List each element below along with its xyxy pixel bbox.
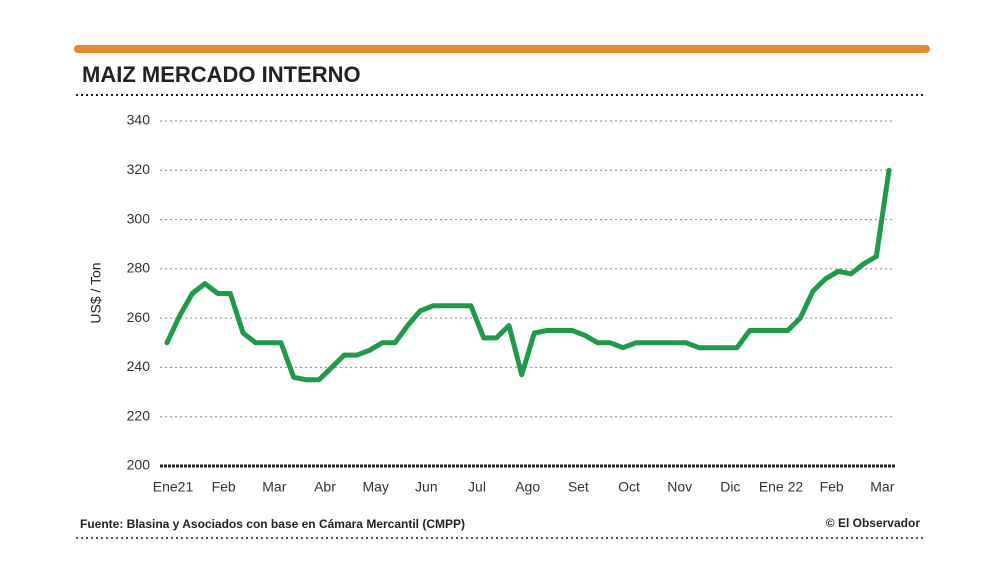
x-tick-label: Ene21 — [153, 479, 194, 495]
x-tick-label: Abr — [314, 479, 336, 495]
y-axis-label: US$ / Ton — [88, 262, 104, 323]
x-tick-label: Jun — [415, 479, 438, 495]
x-tick-label: Set — [568, 479, 589, 495]
x-tick-label: Ene 22 — [759, 479, 804, 495]
x-tick-label: Oct — [618, 479, 640, 495]
accent-bar — [74, 45, 930, 53]
y-tick-label: 240 — [127, 358, 151, 374]
y-tick-label: 340 — [127, 112, 151, 128]
y-tick-label: 280 — [127, 260, 151, 276]
x-tick-label: May — [362, 479, 388, 495]
credit: © El Observador — [826, 516, 921, 530]
source: Fuente: Blasina y Asociados con base en … — [80, 517, 465, 531]
x-tick-label: Dic — [720, 479, 740, 495]
x-tick-label: Ago — [515, 479, 540, 495]
y-tick-label: 220 — [127, 407, 151, 423]
y-tick-label: 300 — [127, 210, 151, 226]
y-tick-label: 260 — [127, 309, 151, 325]
x-tick-label: Mar — [870, 479, 894, 495]
chart-title: MAIZ MERCADO INTERNO — [82, 62, 361, 87]
x-tick-label: Jul — [468, 479, 486, 495]
x-tick-label: Nov — [667, 479, 692, 495]
line — [164, 167, 892, 383]
x-tick-label: Feb — [820, 479, 844, 495]
x-tick-label: Feb — [212, 479, 236, 495]
y-tick-label: 320 — [127, 161, 151, 177]
y-tick-label: 200 — [127, 457, 151, 473]
x-tick-label: Mar — [262, 479, 286, 495]
